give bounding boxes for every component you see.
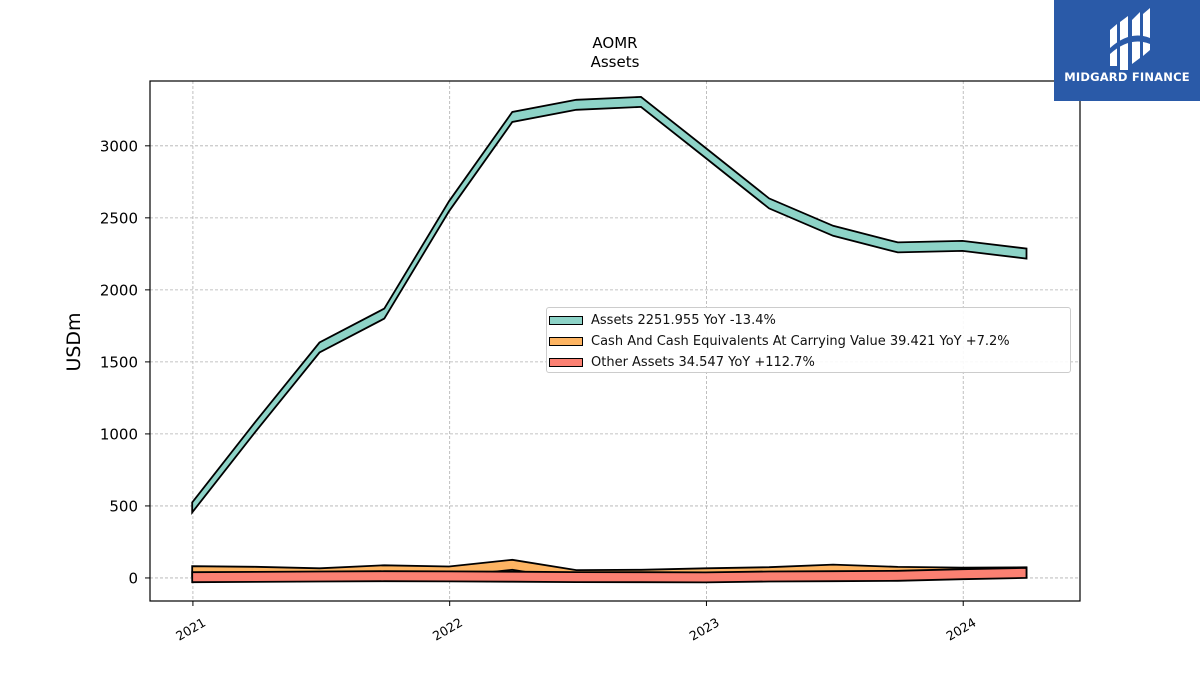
chart-title: AOMR <box>592 34 637 52</box>
legend-item-other-assets: Other Assets 34.547 YoY +112.7% <box>547 353 815 371</box>
y-ticks: 0 500 1000 1500 2000 2500 3000 <box>100 137 150 587</box>
series-layer <box>191 95 1028 584</box>
series-band <box>191 95 1028 516</box>
brand-mark-icon <box>1110 8 1150 70</box>
legend-item-cash: Cash And Cash Equivalents At Carrying Va… <box>547 332 1010 350</box>
y-tick-label: 3000 <box>100 137 138 155</box>
x-tick-label: 2021 <box>173 615 208 644</box>
legend-item-assets: Assets 2251.955 YoY -13.4% <box>547 311 776 329</box>
series-other-assets <box>191 566 1028 584</box>
legend-label-other-assets: Other Assets 34.547 YoY +112.7% <box>591 354 815 370</box>
x-tick-label: 2024 <box>943 615 978 644</box>
legend: Assets 2251.955 YoY -13.4% Cash And Cash… <box>546 307 1071 373</box>
y-axis-label: USDm <box>63 312 85 371</box>
y-tick-label: 2500 <box>100 209 138 227</box>
legend-swatch-other-assets <box>549 357 583 367</box>
x-tick-label: 2022 <box>430 615 465 644</box>
plot-frame <box>149 80 1081 602</box>
y-tick-label: 2000 <box>100 281 138 299</box>
y-tick-label: 500 <box>109 497 138 515</box>
brand-logo: MIDGARD FINANCE <box>1054 0 1200 101</box>
legend-swatch-cash <box>549 336 583 346</box>
y-tick-label: 1000 <box>100 425 138 443</box>
x-ticks: 2021 2022 2023 2024 <box>173 601 979 644</box>
legend-swatch-assets <box>549 315 583 325</box>
series-assets <box>191 95 1028 516</box>
legend-label-cash: Cash And Cash Equivalents At Carrying Va… <box>591 333 1010 349</box>
brand-name: MIDGARD FINANCE <box>1064 70 1190 84</box>
legend-label-assets: Assets 2251.955 YoY -13.4% <box>591 312 776 328</box>
chart-subtitle: Assets <box>591 53 640 71</box>
x-tick-label: 2023 <box>687 615 722 644</box>
series-band <box>191 566 1028 584</box>
y-tick-label: 0 <box>128 569 138 587</box>
y-tick-label: 1500 <box>100 353 138 371</box>
